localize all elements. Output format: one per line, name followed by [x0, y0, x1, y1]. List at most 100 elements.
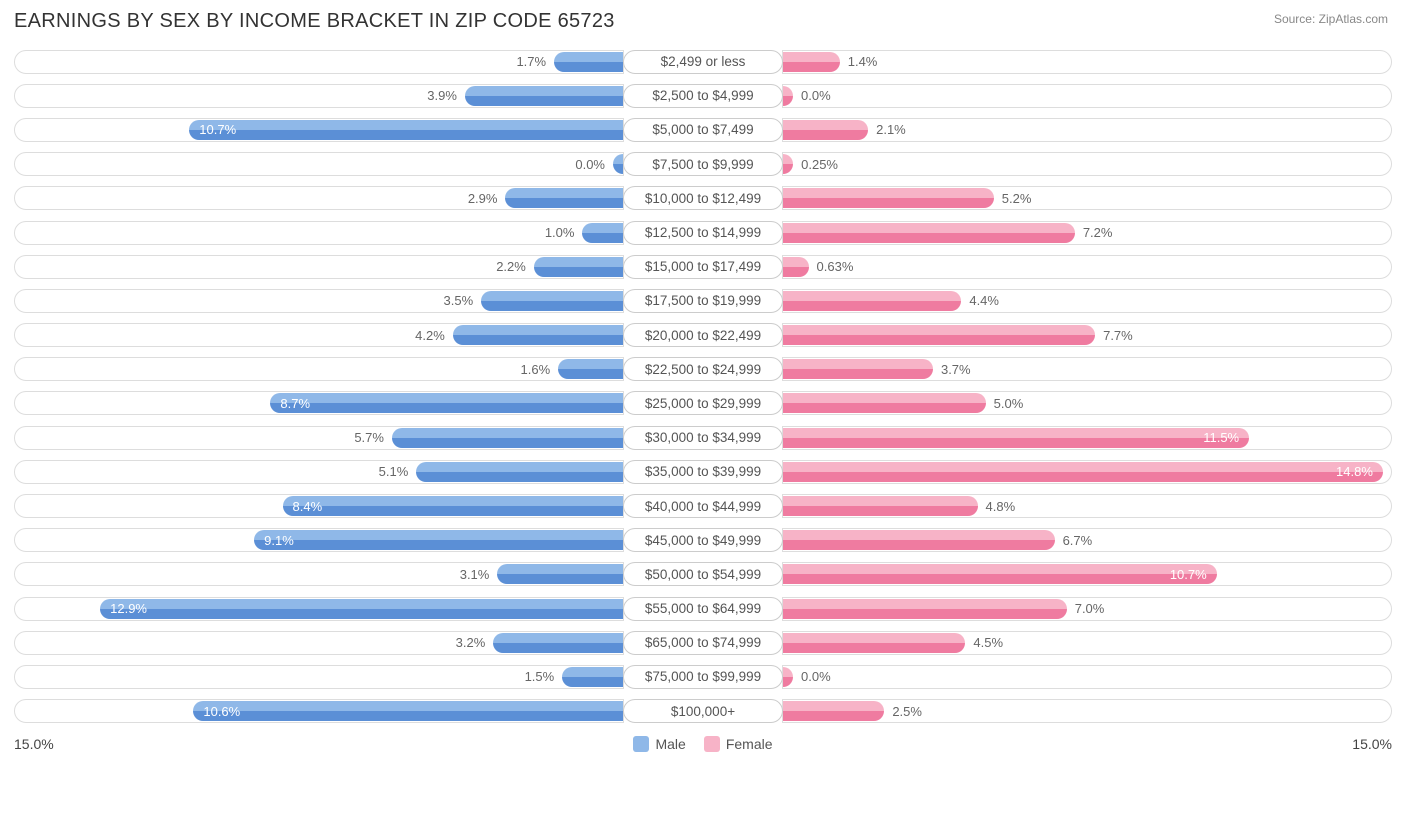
value-female: 14.8% [1336, 464, 1373, 479]
bar-female: 2.1% [783, 120, 868, 140]
chart-row: 5.1%$35,000 to $39,999 14.8% [14, 455, 1392, 488]
bar-female: 0.63% [783, 257, 809, 277]
value-male: 9.1% [264, 533, 294, 548]
value-male: 10.6% [203, 704, 240, 719]
bracket-label: $20,000 to $22,499 [623, 323, 783, 347]
bar-female: 3.7% [783, 359, 933, 379]
chart-row: 12.9%$55,000 to $64,9997.0% [14, 592, 1392, 625]
bar-female: 5.2% [783, 188, 994, 208]
track-female: 14.8% [782, 460, 1392, 484]
value-male: 1.6% [521, 362, 559, 377]
value-male: 3.9% [427, 88, 465, 103]
bar-female: 11.5% [783, 428, 1249, 448]
bar-female: 0.0% [783, 667, 793, 687]
value-female: 11.5% [1203, 430, 1239, 445]
bar-female: 4.8% [783, 496, 978, 516]
chart-row: 8.4%$40,000 to $44,9994.8% [14, 489, 1392, 522]
bar-female: 4.4% [783, 291, 961, 311]
axis-left-max: 15.0% [14, 736, 54, 752]
bar-male: 1.6% [558, 359, 623, 379]
value-female: 7.2% [1075, 225, 1113, 240]
bracket-label: $2,499 or less [623, 50, 783, 74]
bar-male: 8.4% [283, 496, 623, 516]
track-male: 10.7% [14, 118, 624, 142]
track-male: 12.9% [14, 597, 624, 621]
value-male: 10.7% [199, 122, 236, 137]
axis-right-max: 15.0% [1352, 736, 1392, 752]
track-male: 1.5% [14, 665, 624, 689]
track-male: 1.0% [14, 221, 624, 245]
value-female: 4.4% [961, 293, 999, 308]
legend-female-label: Female [726, 736, 773, 752]
bar-female: 7.0% [783, 599, 1067, 619]
chart-row: 1.6%$22,500 to $24,9993.7% [14, 353, 1392, 386]
bracket-label: $50,000 to $54,999 [623, 562, 783, 586]
chart-row: 1.7% $2,499 or less1.4% [14, 45, 1392, 78]
track-female: 6.7% [782, 528, 1392, 552]
value-female: 0.25% [793, 157, 838, 172]
value-female: 7.0% [1067, 601, 1105, 616]
track-male: 3.1% [14, 562, 624, 586]
bar-male: 8.7% [270, 393, 623, 413]
chart-row: 4.2%$20,000 to $22,4997.7% [14, 319, 1392, 352]
chart-row: 10.7%$5,000 to $7,4992.1% [14, 113, 1392, 146]
bracket-label: $5,000 to $7,499 [623, 118, 783, 142]
track-male: 4.2% [14, 323, 624, 347]
chart-row: 2.2%$15,000 to $17,4990.63% [14, 250, 1392, 283]
track-female: 4.5% [782, 631, 1392, 655]
value-female: 2.1% [868, 122, 906, 137]
track-male: 1.7% [14, 50, 624, 74]
value-female: 2.5% [884, 704, 922, 719]
chart-area: 1.7% $2,499 or less1.4% 3.9%$2,500 to $4,9… [14, 45, 1392, 728]
bar-male: 3.5% [481, 291, 623, 311]
chart-row: 3.1%$50,000 to $54,99910.7% [14, 558, 1392, 591]
value-female: 3.7% [933, 362, 971, 377]
bracket-label: $40,000 to $44,999 [623, 494, 783, 518]
value-male: 1.7% [516, 54, 554, 69]
value-female: 4.8% [978, 499, 1016, 514]
bar-male: 2.2% [534, 257, 623, 277]
source-attribution: Source: ZipAtlas.com [1274, 12, 1388, 26]
bar-female: 1.4% [783, 52, 840, 72]
track-female: 5.0% [782, 391, 1392, 415]
track-female: 0.63% [782, 255, 1392, 279]
track-female: 4.4% [782, 289, 1392, 313]
bracket-label: $75,000 to $99,999 [623, 665, 783, 689]
value-female: 0.63% [809, 259, 854, 274]
track-male: 3.2% [14, 631, 624, 655]
chart-row: 1.5%$75,000 to $99,9990.0% [14, 660, 1392, 693]
bracket-label: $22,500 to $24,999 [623, 357, 783, 381]
track-female: 4.8% [782, 494, 1392, 518]
bracket-label: $7,500 to $9,999 [623, 152, 783, 176]
track-male: 5.1% [14, 460, 624, 484]
track-female: 10.7% [782, 562, 1392, 586]
bracket-label: $65,000 to $74,999 [623, 631, 783, 655]
chart-row: 3.9%$2,500 to $4,9990.0% [14, 79, 1392, 112]
track-female: 0.0% [782, 665, 1392, 689]
bracket-label: $30,000 to $34,999 [623, 426, 783, 450]
bracket-label: $25,000 to $29,999 [623, 391, 783, 415]
chart-row: 5.7%$30,000 to $34,99911.5% [14, 421, 1392, 454]
track-male: 8.4% [14, 494, 624, 518]
track-male: 2.2% [14, 255, 624, 279]
bar-male: 10.6% [193, 701, 623, 721]
track-male: 8.7% [14, 391, 624, 415]
track-female: 1.4% [782, 50, 1392, 74]
bar-male: 4.2% [453, 325, 623, 345]
bar-female: 10.7% [783, 564, 1217, 584]
chart-row: 8.7%$25,000 to $29,9995.0% [14, 387, 1392, 420]
track-male: 9.1% [14, 528, 624, 552]
track-female: 11.5% [782, 426, 1392, 450]
bar-female: 4.5% [783, 633, 965, 653]
bracket-label: $17,500 to $19,999 [623, 289, 783, 313]
track-female: 0.25% [782, 152, 1392, 176]
value-male: 3.2% [456, 635, 494, 650]
legend: Male Female [633, 736, 772, 752]
value-female: 4.5% [965, 635, 1003, 650]
legend-male: Male [633, 736, 685, 752]
bar-male: 12.9% [100, 599, 623, 619]
chart-row: 2.9%$10,000 to $12,4995.2% [14, 182, 1392, 215]
bracket-label: $35,000 to $39,999 [623, 460, 783, 484]
chart-row: 3.5%$17,500 to $19,9994.4% [14, 284, 1392, 317]
chart-title: EARNINGS BY SEX BY INCOME BRACKET IN ZIP… [14, 10, 1392, 33]
